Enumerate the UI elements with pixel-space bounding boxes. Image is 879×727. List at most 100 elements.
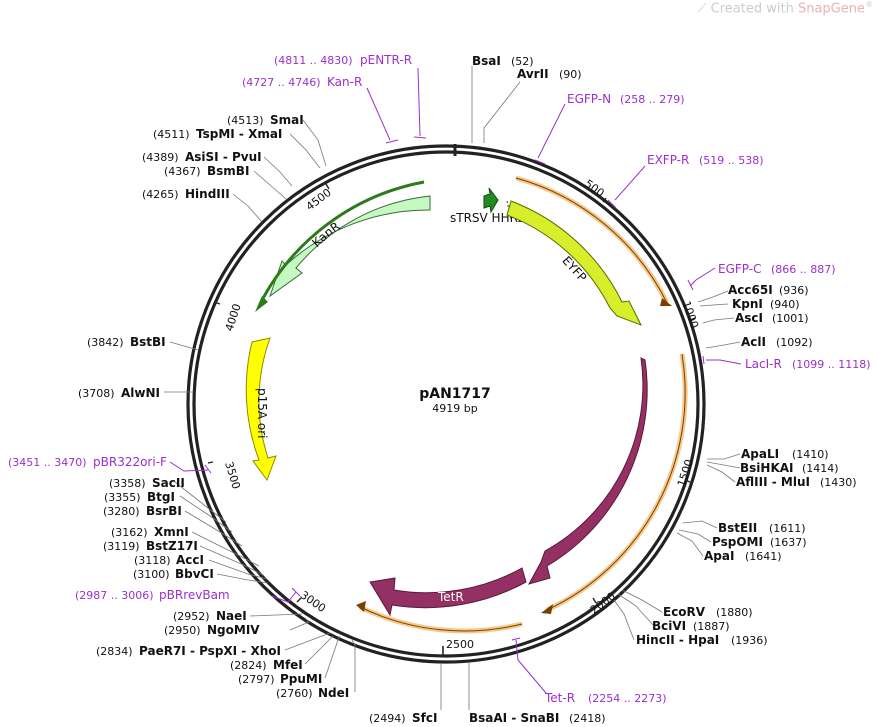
enzyme-sacii[interactable]: (3358) SacII	[109, 476, 185, 490]
enzyme-pos-bsihkai: (1414)	[802, 462, 839, 475]
trsv-label: sTRSV HHRz	[450, 211, 524, 225]
primer-range-egfp-n: (258 .. 279)	[620, 93, 685, 106]
primer-range-egfp-c: (866 .. 887)	[771, 263, 836, 276]
trsv-arrow	[483, 187, 499, 214]
enzyme-bstbi[interactable]: (3842) BstBI	[87, 335, 166, 349]
enzyme-pos-smai: (4513)	[227, 114, 264, 127]
enzyme-name-bstz17i: BstZ17I	[146, 539, 198, 553]
enzyme-bsrbi[interactable]: (3280) BsrBI	[103, 504, 182, 518]
enzyme-pos-pspomi: (1637)	[770, 536, 807, 549]
orange-arc-bottom	[358, 604, 523, 634]
primer-pbrrevbam[interactable]: (2987 .. 3006) pBRrevBam	[75, 588, 230, 602]
enzyme-name-ndei: NdeI	[318, 686, 349, 700]
feature-p15a-ori[interactable]: p15A ori	[245, 337, 277, 482]
enzyme-acc65i[interactable]: Acc65I (936)	[728, 283, 809, 297]
enzyme-name-bstbi: BstBI	[130, 335, 166, 349]
tick-3500: 3500	[207, 460, 243, 491]
enzyme-name-apai: ApaI	[704, 549, 734, 563]
enzyme-bsihkai[interactable]: BsiHKAI (1414)	[740, 461, 839, 475]
p15a-ori-arrow	[245, 337, 277, 482]
enzyme-hincii-hpai[interactable]: HincII - HpaI (1936)	[636, 633, 768, 647]
enzyme-ecorv[interactable]: EcoRV (1880)	[663, 605, 753, 619]
enzyme-name-hindiii: HindIII	[185, 187, 230, 201]
enzyme-bsteii[interactable]: BstEII (1611)	[718, 521, 806, 535]
enzyme-pos-sacii: (3358)	[109, 477, 146, 490]
enzyme-bsai[interactable]: BsaI (52)	[472, 54, 534, 68]
feature-tetr[interactable]: TetR	[369, 567, 527, 617]
kanr-outer-arc	[258, 180, 425, 305]
enzyme-pos-acli: (1092)	[776, 336, 813, 349]
enzyme-apai[interactable]: ApaI (1641)	[704, 549, 782, 563]
primer-name-egfp-c: EGFP-C	[718, 262, 761, 276]
enzyme-tspmi-xmai[interactable]: (4511) TspMI - XmaI	[153, 127, 282, 141]
enzyme-sfci[interactable]: (2494) SfcI	[369, 711, 437, 725]
plasmid-name: pAN1717	[419, 386, 491, 402]
enzyme-name-paer7i: PaeR7I - PspXI - XhoI	[139, 644, 281, 658]
kanr-outer-arc-head	[255, 296, 268, 312]
primer-laci-r[interactable]: LacI-R (1099 .. 1118)	[745, 357, 871, 371]
enzyme-bcivi[interactable]: BciVI (1887)	[652, 619, 730, 633]
enzyme-pos-bsrbi: (3280)	[103, 505, 140, 518]
snapgene-watermark: ⟋ Created with SnapGene®	[697, 0, 873, 16]
primer-exfp-r[interactable]: EXFP-R (519 .. 538)	[647, 153, 764, 167]
enzyme-bsmbi[interactable]: (4367) BsmBI	[164, 164, 249, 178]
enzyme-apali[interactable]: ApaLI (1410)	[741, 447, 829, 461]
watermark-reg: ®	[865, 0, 873, 9]
primer-name-exfp-r: EXFP-R	[647, 153, 689, 167]
enzyme-ngomiv[interactable]: (2950) NgoMIV	[164, 623, 260, 637]
enzyme-hindiii[interactable]: (4265) HindIII	[142, 187, 230, 201]
enzyme-leaders	[164, 66, 741, 710]
enzyme-name-xmni: XmnI	[154, 525, 189, 539]
primer-egfp-c[interactable]: EGFP-C (866 .. 887)	[718, 262, 836, 276]
enzyme-smai[interactable]: (4513) SmaI	[227, 113, 304, 127]
primer-range-pbr322ori-f: (3451 .. 3470)	[8, 456, 87, 469]
enzyme-avrii[interactable]: AvrII (90)	[517, 67, 582, 81]
primer-pentr-r[interactable]: (4811 .. 4830) pENTR-R	[274, 53, 412, 67]
enzyme-pos-apali: (1410)	[792, 448, 829, 461]
enzyme-ppumi[interactable]: (2797) PpuMI	[238, 672, 322, 686]
enzyme-pos-sfci: (2494)	[369, 712, 406, 725]
tick-4000: 4000	[213, 301, 244, 333]
primer-name-egfp-n: EGFP-N	[567, 92, 611, 106]
enzyme-mfei[interactable]: (2824) MfeI	[230, 658, 303, 672]
enzyme-pos-ecorv: (1880)	[716, 606, 753, 619]
enzyme-name-bsaai-snabi: BsaAI - SnaBI	[469, 711, 559, 725]
enzyme-name-btgi: BtgI	[147, 490, 175, 504]
enzyme-name-sacii: SacII	[152, 476, 185, 490]
plasmid-size: 4919 bp	[432, 402, 477, 415]
primer-name-tet-r: Tet-R	[544, 691, 575, 705]
primer-kan-r[interactable]: (4727 .. 4746) Kan-R	[242, 75, 362, 89]
primer-range-exfp-r: (519 .. 538)	[699, 154, 764, 167]
enzyme-alwni[interactable]: (3708) AlwNI	[78, 386, 160, 400]
enzyme-name-pspomi: PspOMI	[712, 535, 763, 549]
enzyme-name-tspmi-xmai: TspMI - XmaI	[196, 127, 282, 141]
snapgene-logo-icon: ⟋	[697, 1, 707, 17]
primer-tet-r[interactable]: Tet-R (2254 .. 2273)	[544, 691, 667, 705]
enzyme-xmni[interactable]: (3162) XmnI	[111, 525, 189, 539]
enzyme-bstz17i[interactable]: (3119) BstZ17I	[103, 539, 198, 553]
enzyme-btgi[interactable]: (3355) BtgI	[104, 490, 175, 504]
enzyme-paer7i-pspxi-xhoi[interactable]: (2834) PaeR7I - PspXI - XhoI	[96, 644, 281, 658]
primer-pbr322ori-f[interactable]: (3451 .. 3470) pBR322ori-F	[8, 455, 167, 469]
enzyme-acci[interactable]: (3118) AccI	[134, 553, 204, 567]
primer-name-laci-r: LacI-R	[745, 357, 782, 371]
enzyme-acli[interactable]: AclI (1092)	[741, 335, 813, 349]
enzyme-pos-avrii: (90)	[559, 68, 582, 81]
enzyme-asci[interactable]: AscI (1001)	[735, 311, 809, 325]
enzyme-kpni[interactable]: KpnI (940)	[732, 297, 800, 311]
enzyme-name-bsai: BsaI	[472, 54, 501, 68]
enzyme-bsaai-snabi[interactable]: BsaAI - SnaBI (2418)	[469, 711, 606, 725]
tick-label-2500: 2500	[446, 638, 474, 651]
enzyme-afliii-mlui[interactable]: AflIII - MluI (1430)	[736, 475, 857, 489]
enzyme-pos-asisi-pvui: (4389)	[142, 151, 179, 164]
enzyme-asisi-pvui[interactable]: (4389) AsiSI - PvuI	[142, 150, 262, 164]
tetr-label: TetR	[437, 590, 464, 604]
primer-egfp-n[interactable]: EGFP-N (258 .. 279)	[567, 92, 685, 106]
enzyme-naei[interactable]: (2952) NaeI	[173, 609, 247, 623]
enzyme-pos-apai: (1641)	[745, 550, 782, 563]
enzyme-ndei[interactable]: (2760) NdeI	[276, 686, 349, 700]
enzyme-pspomi[interactable]: PspOMI (1637)	[712, 535, 807, 549]
laci-label: lacI	[625, 477, 646, 502]
feature-eyfp[interactable]: EYFP	[506, 200, 643, 326]
enzyme-bbvci[interactable]: (3100) BbvCI	[133, 567, 214, 581]
